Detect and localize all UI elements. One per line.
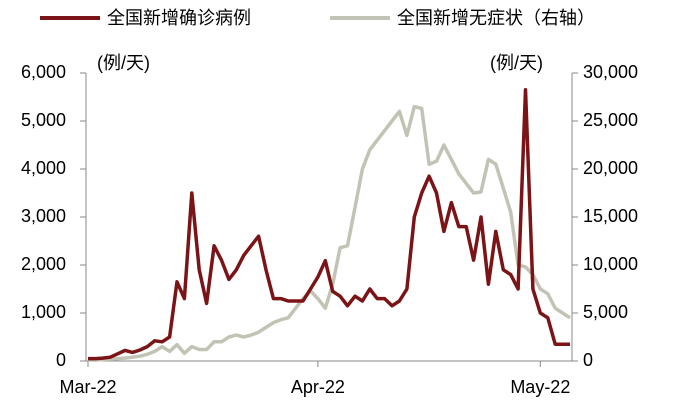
x-tick-label: Mar-22	[59, 377, 116, 397]
series-line	[88, 104, 571, 362]
legend-label: 全国新增确诊病例	[107, 8, 251, 28]
y-tick-label: 3,000	[21, 206, 66, 226]
y-tick-label: 5,000	[21, 110, 66, 130]
x-tick-label: May-22	[510, 377, 570, 397]
y2-tick-label: 30,000	[583, 62, 638, 82]
y2-tick-label: 20,000	[583, 158, 638, 178]
y2-tick-label: 10,000	[583, 254, 638, 274]
legend-label: 全国新增无症状（右轴）	[397, 8, 595, 28]
y2-tick-label: 15,000	[583, 206, 638, 226]
y-tick-label: 6,000	[21, 62, 66, 82]
annotation: (例/天)	[490, 53, 543, 73]
y2-tick-label: 25,000	[583, 110, 638, 130]
annotation: (例/天)	[97, 53, 150, 73]
y-tick-label: 2,000	[21, 254, 66, 274]
y2-tick-label: 5,000	[583, 302, 628, 322]
series-line	[88, 88, 570, 361]
x-tick-label: Apr-22	[291, 377, 345, 397]
y2-tick-label: 0	[583, 350, 593, 370]
y-tick-label: 1,000	[21, 302, 66, 322]
y-tick-label: 0	[56, 350, 66, 370]
y-tick-label: 4,000	[21, 158, 66, 178]
